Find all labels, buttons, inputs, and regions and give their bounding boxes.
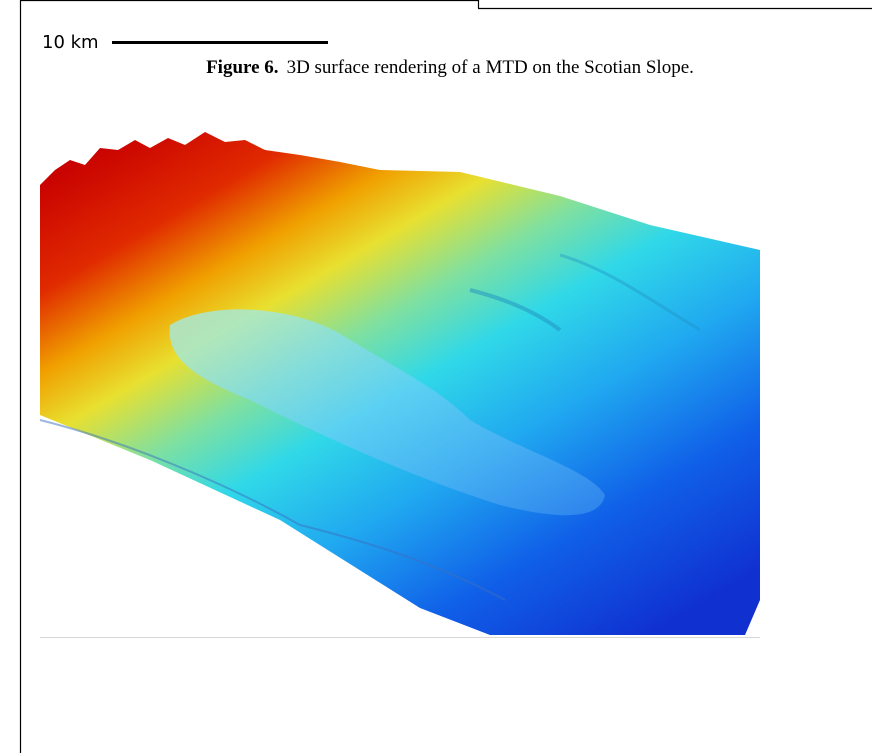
figure-label: Figure 6. <box>206 57 278 78</box>
scale-bar-label: 10 km <box>42 32 99 53</box>
terrain-rendering <box>40 132 760 635</box>
document: 10 km Figure 6. 3D surface rendering of a… <box>0 0 872 753</box>
figure-caption: Figure 6. 3D surface rendering of a MTD o… <box>206 57 694 78</box>
caption-text: 3D surface rendering of a MTD on the Sco… <box>287 57 694 78</box>
page: {"scale_bar": {"label": "10 km"}, "figur… <box>0 0 872 753</box>
